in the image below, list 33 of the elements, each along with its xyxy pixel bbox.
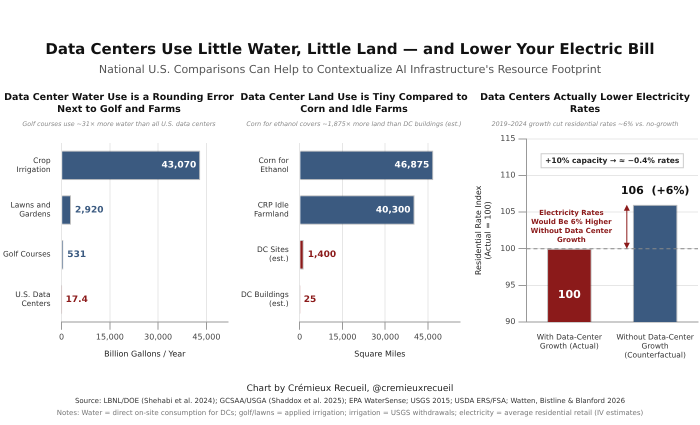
x-tick-label: 15,000: [328, 332, 356, 342]
data-label: 1,400: [308, 250, 336, 260]
x-tick-label: 0: [59, 332, 64, 342]
y-tick-label: 110: [500, 170, 516, 180]
y-tick-label: 95: [505, 280, 516, 290]
y-tick-label: 100: [500, 244, 516, 253]
text: Data Centers Use Little Water, Little Land — and Lower Your Electric Bill: [44, 40, 656, 58]
y-tick-label: 115: [500, 134, 516, 143]
data-label: 25: [304, 294, 316, 305]
x-axis-title: Square Miles: [354, 349, 406, 358]
data-label: 43,070: [161, 160, 196, 171]
data-label: 17.4: [66, 294, 88, 305]
data-label: 100: [558, 288, 582, 302]
x-tick-label: 45,000: [414, 332, 442, 342]
chart-title: Data Centers Actually Lower Electricity Rates: [479, 92, 691, 116]
text: Chart by Crémieux Recueil, @cremieuxrecueil: [246, 383, 454, 395]
chart-title: Data Center Land Use is Tiny Compared to Corn and Idle Farms: [239, 92, 469, 116]
x-tick-label: 30,000: [144, 332, 172, 342]
text: National U.S. Comparisons Can Help to Contextualize AI Infrastructure's Resource Footprint: [98, 63, 602, 76]
x-tick-label: 45,000: [192, 332, 220, 342]
x-tick-label: 15,000: [96, 332, 124, 342]
chart-title: Data Center Water Use is a Rounding Error Next to Golf and Farms: [3, 92, 235, 116]
x-tick-label: 0: [297, 332, 302, 342]
data-label: 2,920: [75, 205, 104, 216]
data-label: 46,875: [394, 160, 430, 171]
x-axis-title: Billion Gallons / Year: [104, 349, 186, 358]
data-label: 106 (+6%): [620, 184, 690, 198]
data-label: 531: [67, 250, 86, 260]
data-label: 40,300: [376, 205, 411, 216]
y-tick-label: 90: [505, 317, 516, 326]
y-tick-label: 105: [500, 207, 516, 216]
y-axis-title: Residential Rate Index (Actual = 100): [474, 185, 492, 276]
x-tick-label: 30,000: [371, 332, 400, 342]
